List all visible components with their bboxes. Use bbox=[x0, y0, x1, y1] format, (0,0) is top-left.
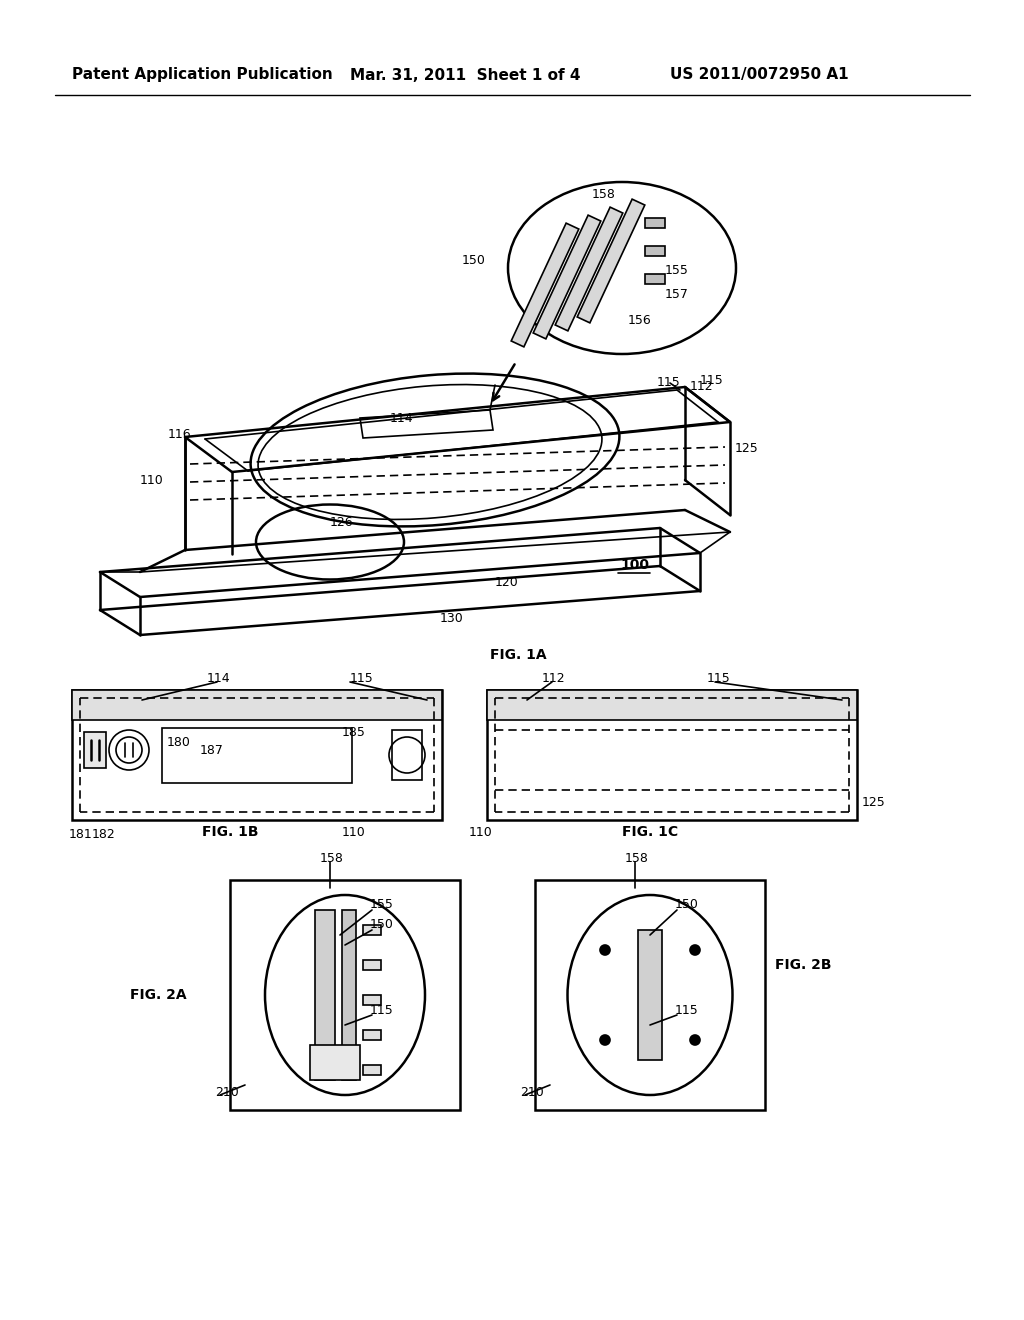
Text: 155: 155 bbox=[665, 264, 689, 276]
Text: FIG. 2B: FIG. 2B bbox=[775, 958, 831, 972]
Text: 158: 158 bbox=[319, 851, 344, 865]
Polygon shape bbox=[578, 199, 645, 323]
Text: FIG. 1B: FIG. 1B bbox=[202, 825, 258, 840]
Text: 126: 126 bbox=[330, 516, 353, 528]
Bar bbox=[310, 1045, 360, 1080]
Bar bbox=[638, 931, 662, 1060]
Text: 100: 100 bbox=[620, 558, 649, 572]
Bar bbox=[72, 690, 442, 719]
Text: 157: 157 bbox=[665, 289, 689, 301]
Bar bbox=[362, 925, 381, 935]
Text: 115: 115 bbox=[675, 1003, 698, 1016]
Text: 158: 158 bbox=[625, 851, 649, 865]
Bar bbox=[362, 1065, 381, 1074]
Polygon shape bbox=[360, 411, 493, 438]
Text: FIG. 1C: FIG. 1C bbox=[622, 825, 678, 840]
Text: 110: 110 bbox=[140, 474, 164, 487]
Text: 210: 210 bbox=[215, 1085, 239, 1098]
Bar bbox=[392, 730, 422, 780]
Text: Mar. 31, 2011  Sheet 1 of 4: Mar. 31, 2011 Sheet 1 of 4 bbox=[350, 67, 581, 82]
Text: 187: 187 bbox=[200, 743, 224, 756]
Polygon shape bbox=[555, 207, 623, 331]
Text: US 2011/0072950 A1: US 2011/0072950 A1 bbox=[670, 67, 849, 82]
Text: 110: 110 bbox=[469, 825, 493, 838]
Text: 182: 182 bbox=[92, 829, 116, 842]
Text: FIG. 2A: FIG. 2A bbox=[130, 987, 186, 1002]
Text: 115: 115 bbox=[700, 374, 724, 387]
Bar bbox=[362, 1030, 381, 1040]
Text: 185: 185 bbox=[342, 726, 366, 738]
Bar bbox=[535, 880, 765, 1110]
Bar bbox=[487, 690, 857, 719]
Text: 112: 112 bbox=[542, 672, 565, 685]
Text: 156: 156 bbox=[628, 314, 651, 326]
Polygon shape bbox=[511, 223, 579, 347]
Text: 120: 120 bbox=[495, 576, 519, 589]
Bar bbox=[72, 690, 442, 820]
Text: 114: 114 bbox=[207, 672, 230, 685]
Bar bbox=[645, 246, 665, 256]
Text: 115: 115 bbox=[370, 1003, 394, 1016]
Text: 210: 210 bbox=[520, 1085, 544, 1098]
Text: 150: 150 bbox=[675, 899, 698, 912]
Bar bbox=[315, 909, 335, 1080]
Polygon shape bbox=[534, 215, 601, 339]
Bar bbox=[230, 880, 460, 1110]
Text: 125: 125 bbox=[735, 441, 759, 454]
Text: 115: 115 bbox=[656, 375, 680, 388]
Text: 114: 114 bbox=[390, 412, 414, 425]
Text: 180: 180 bbox=[167, 735, 190, 748]
Bar bbox=[362, 995, 381, 1005]
Text: 150: 150 bbox=[462, 253, 485, 267]
Circle shape bbox=[600, 1035, 610, 1045]
Circle shape bbox=[690, 1035, 700, 1045]
Bar bbox=[162, 729, 352, 783]
Text: 181: 181 bbox=[69, 829, 93, 842]
Bar bbox=[84, 733, 106, 768]
Text: 150: 150 bbox=[370, 919, 394, 932]
Text: 130: 130 bbox=[440, 611, 464, 624]
Text: 158: 158 bbox=[592, 189, 615, 202]
Text: 116: 116 bbox=[168, 429, 191, 441]
Bar bbox=[645, 275, 665, 284]
Text: 110: 110 bbox=[342, 825, 366, 838]
Text: Patent Application Publication: Patent Application Publication bbox=[72, 67, 333, 82]
Bar bbox=[362, 960, 381, 970]
Text: 115: 115 bbox=[350, 672, 374, 685]
Bar bbox=[487, 690, 857, 820]
Bar bbox=[342, 909, 356, 1080]
Circle shape bbox=[690, 945, 700, 954]
Text: 115: 115 bbox=[707, 672, 731, 685]
Circle shape bbox=[600, 945, 610, 954]
Text: 155: 155 bbox=[370, 899, 394, 912]
Text: 112: 112 bbox=[690, 380, 714, 392]
Bar bbox=[645, 218, 665, 228]
Text: FIG. 1A: FIG. 1A bbox=[490, 648, 547, 663]
Text: 125: 125 bbox=[862, 796, 886, 808]
